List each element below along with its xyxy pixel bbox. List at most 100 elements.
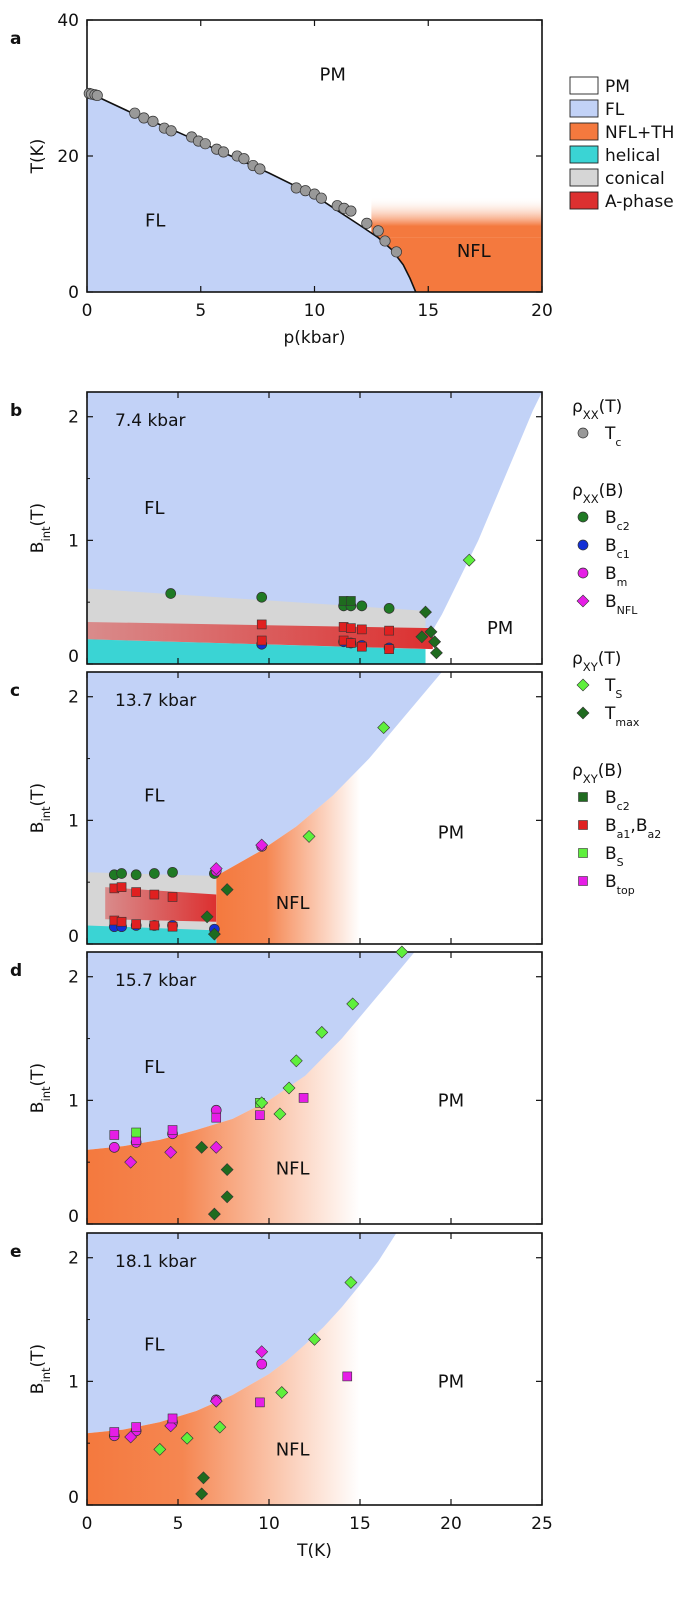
legend-label: PM [605, 77, 630, 97]
marker-tc [91, 89, 103, 102]
axes-frame [86, 391, 543, 665]
panel-letter: b [10, 401, 22, 421]
marker-tc [129, 107, 141, 119]
region-label-nfl: NFL [276, 1158, 310, 1179]
region-label-pm: PM [438, 1090, 464, 1111]
marker-bc2 [383, 603, 395, 614]
marker-bnfl [255, 838, 269, 852]
marker-ts [255, 1096, 269, 1110]
marker-ts [395, 945, 409, 959]
legend-label: conical [605, 169, 665, 189]
marker-btop [167, 1125, 178, 1135]
marker-bnfl [209, 1140, 223, 1154]
x-axis-label: p(kbar) [283, 328, 345, 348]
marker-ts [153, 1442, 167, 1456]
region-label-nfl: NFL [276, 1439, 310, 1460]
x-tick-label: 20 [531, 301, 553, 321]
marker-tc [199, 138, 211, 150]
marker-bc2 [356, 600, 368, 612]
marker-tmax [220, 1163, 234, 1177]
panel-letter: d [10, 961, 22, 981]
pressure-annotation: 15.7 kbar [115, 971, 196, 991]
band-helical [87, 639, 426, 664]
marker-btop [255, 1110, 265, 1120]
marker-ts [213, 1420, 227, 1434]
marker-tc [345, 205, 357, 217]
x-tick-label: 10 [258, 1514, 280, 1534]
marker-bs [131, 1127, 141, 1138]
marker-tc [379, 235, 391, 247]
marker-tmax [200, 910, 214, 924]
legend-swatch [569, 168, 599, 187]
marker-ba1-ba2 [357, 624, 367, 635]
marker-btop [167, 1413, 178, 1424]
y-tick-label: 1 [68, 531, 79, 551]
marker-tc [254, 163, 266, 175]
region-label-pm: PM [438, 1371, 464, 1392]
legend-item-label: TS [604, 676, 622, 701]
marker-tmax [419, 605, 432, 619]
marker-tc [238, 153, 250, 165]
marker-ba1-ba2 [149, 889, 160, 900]
legend-label: A-phase [605, 192, 674, 212]
marker-tc [315, 192, 327, 204]
marker-ba1-ba2 [149, 920, 160, 931]
legend-item-label: Tmax [604, 704, 640, 729]
marker-ba1-ba2 [256, 619, 267, 630]
y-tick-label: 0 [68, 927, 79, 947]
markers-b [165, 553, 476, 660]
legend-markers: ρXX(T)TcρXX(B)Bc2Bc1BmBNFLρXY(T)TSTmaxρX… [572, 397, 661, 897]
marker-tc [361, 217, 373, 229]
panel-letter: a [10, 29, 21, 49]
x-tick-label: 0 [82, 301, 93, 321]
legend-group-title: ρXX(T) [572, 397, 622, 422]
axes-frame [86, 1232, 543, 1506]
x-tick-label: 5 [195, 301, 206, 321]
plot-area-e [87, 1233, 542, 1505]
marker-bc2 [165, 588, 177, 599]
y-tick-label: 2 [68, 688, 79, 708]
marker-tc [217, 146, 230, 158]
legend-swatch [569, 99, 599, 118]
panel-b: 0 1 2 b Bint(T) 7.4 kbar FL PM [10, 391, 543, 667]
marker-ba1-ba2 [384, 644, 394, 654]
plot-area-c [87, 672, 542, 944]
legend-item-label: Tc [604, 424, 621, 449]
legend-item-label: BNFL [605, 592, 638, 617]
plot-area-b [87, 392, 542, 664]
y-tick-label: 0 [68, 647, 79, 667]
legend-item-label: Bc2 [605, 508, 630, 533]
region-nfl-fade [371, 196, 542, 238]
y-axis-label: Bint(T) [28, 1344, 53, 1394]
region-label-pm: PM [487, 618, 513, 639]
plot-area-a [87, 92, 542, 292]
marker-bm [108, 1141, 120, 1153]
marker-bc2 [167, 866, 178, 878]
marker-tmax [220, 1190, 234, 1204]
region-label-pm: PM [320, 64, 346, 85]
legend-marker-diamond [576, 594, 590, 608]
marker-ba1-ba2 [256, 635, 267, 646]
y-tick-label: 1 [68, 1372, 79, 1392]
x-tick-label: 25 [531, 1514, 553, 1534]
marker-btop [255, 1397, 265, 1408]
axes-frame [86, 671, 543, 945]
marker-tmax [415, 630, 429, 644]
marker-ts [282, 1081, 296, 1095]
marker-tmax [430, 646, 443, 660]
region-label-fl: FL [144, 498, 164, 519]
pressure-annotation: 7.4 kbar [115, 411, 185, 431]
marker-ba1-ba2 [167, 892, 178, 902]
marker-btop [342, 1371, 353, 1382]
legend-group-title: ρXX(B) [572, 481, 624, 506]
legend-label: NFL+TH [605, 123, 674, 143]
region-label-nfl: NFL [457, 241, 491, 262]
legend-marker-circle [577, 567, 589, 579]
legend-swatch [569, 122, 599, 141]
x-tick-label: 10 [304, 301, 326, 321]
legend-marker-diamond [576, 678, 590, 692]
legend-item-label: BS [605, 844, 624, 869]
marker-tmax [207, 1207, 221, 1221]
marker-tc [372, 225, 384, 237]
